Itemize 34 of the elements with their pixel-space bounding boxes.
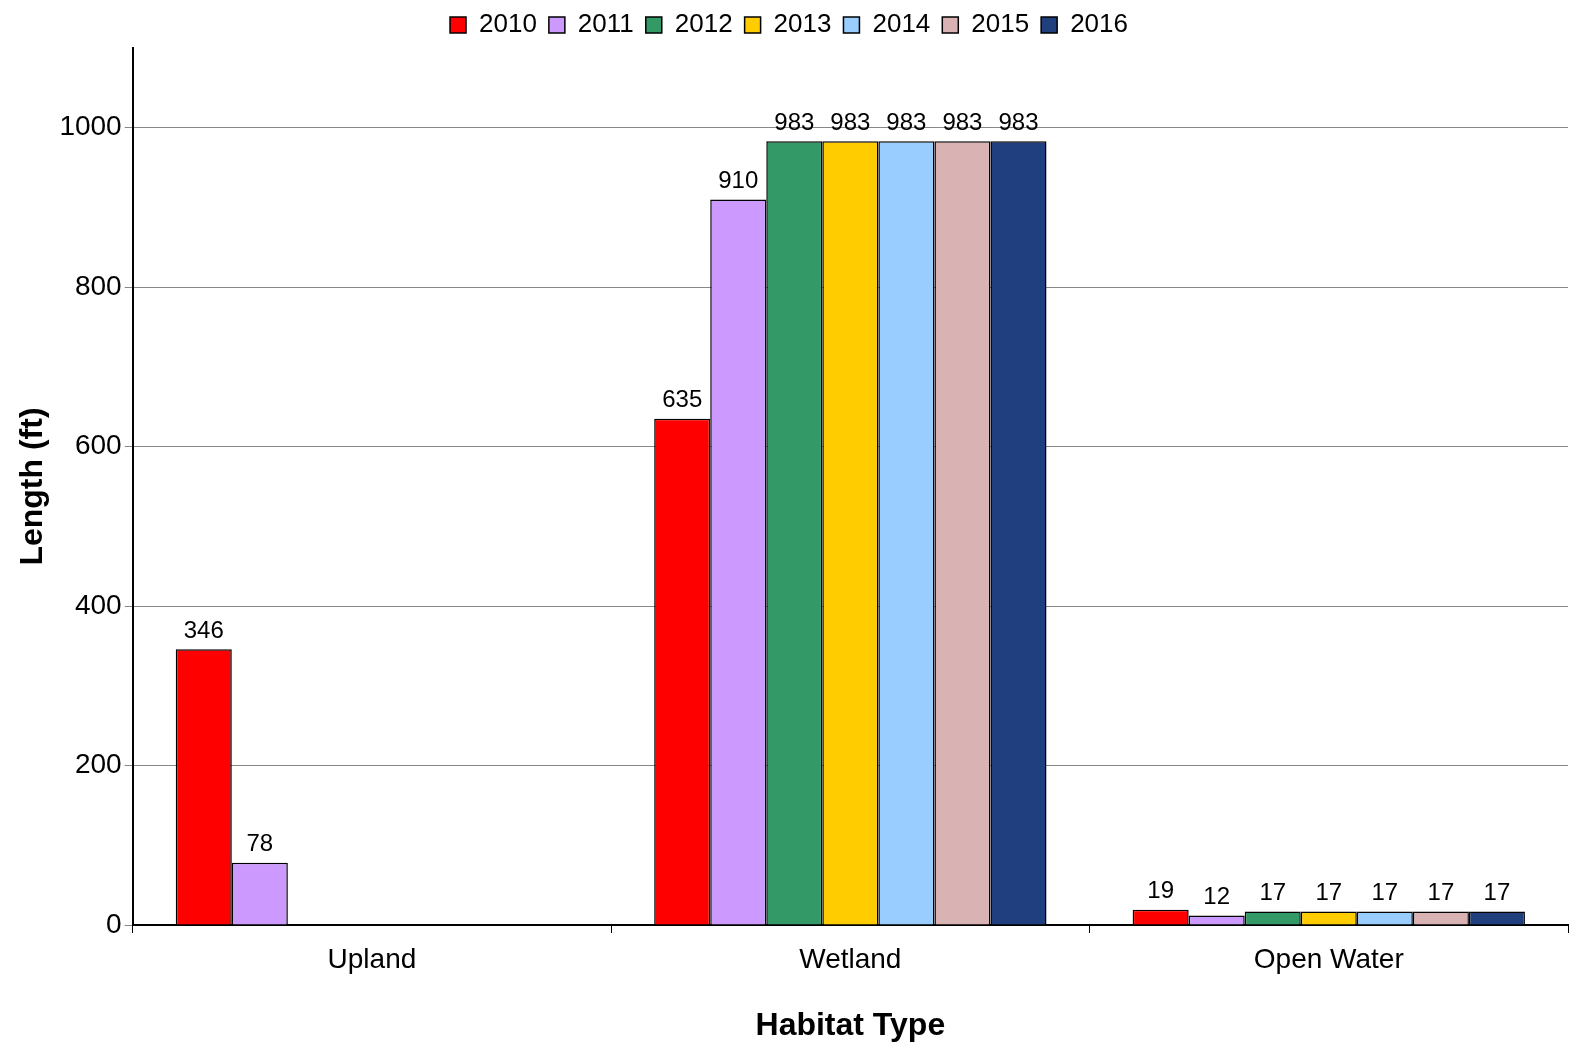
data-label: 17 — [1315, 878, 1343, 906]
legend-label: 2011 — [577, 8, 634, 39]
legend-label: 2015 — [971, 8, 1030, 39]
data-label: 12 — [1203, 882, 1231, 910]
data-label: 17 — [1427, 878, 1455, 906]
data-label: 983 — [942, 107, 983, 135]
y-axis-title: Length (ft) — [13, 407, 50, 566]
legend-label: 2014 — [872, 8, 931, 39]
data-label: 17 — [1259, 878, 1287, 906]
y-tick-label: 0 — [106, 907, 122, 939]
y-tick-label: 200 — [74, 748, 122, 780]
data-label: 983 — [998, 107, 1039, 135]
x-axis-title: Habitat Type — [755, 1005, 946, 1042]
data-label: 19 — [1147, 876, 1174, 904]
y-tick-label: 1000 — [59, 110, 122, 142]
legend-label: 2012 — [674, 8, 733, 39]
data-label: 17 — [1371, 878, 1399, 906]
data-label: 910 — [718, 166, 759, 194]
y-tick-label: 600 — [74, 429, 122, 461]
data-label: 983 — [774, 107, 815, 135]
data-label: 17 — [1483, 878, 1511, 906]
y-tick-label: 800 — [74, 269, 122, 301]
data-label: 983 — [830, 107, 871, 135]
legend-label: 2013 — [773, 8, 832, 39]
legend-label: 2010 — [479, 8, 537, 39]
x-tick-label: Upland — [327, 942, 417, 974]
y-tick-label: 400 — [74, 588, 122, 620]
legend-label: 2016 — [1070, 8, 1128, 39]
data-label: 983 — [886, 107, 927, 135]
data-label: 78 — [246, 829, 274, 857]
data-label: 635 — [662, 385, 703, 413]
x-tick-label: Open Water — [1253, 942, 1404, 974]
x-tick-label: Wetland — [799, 942, 902, 974]
data-label: 346 — [183, 615, 224, 643]
